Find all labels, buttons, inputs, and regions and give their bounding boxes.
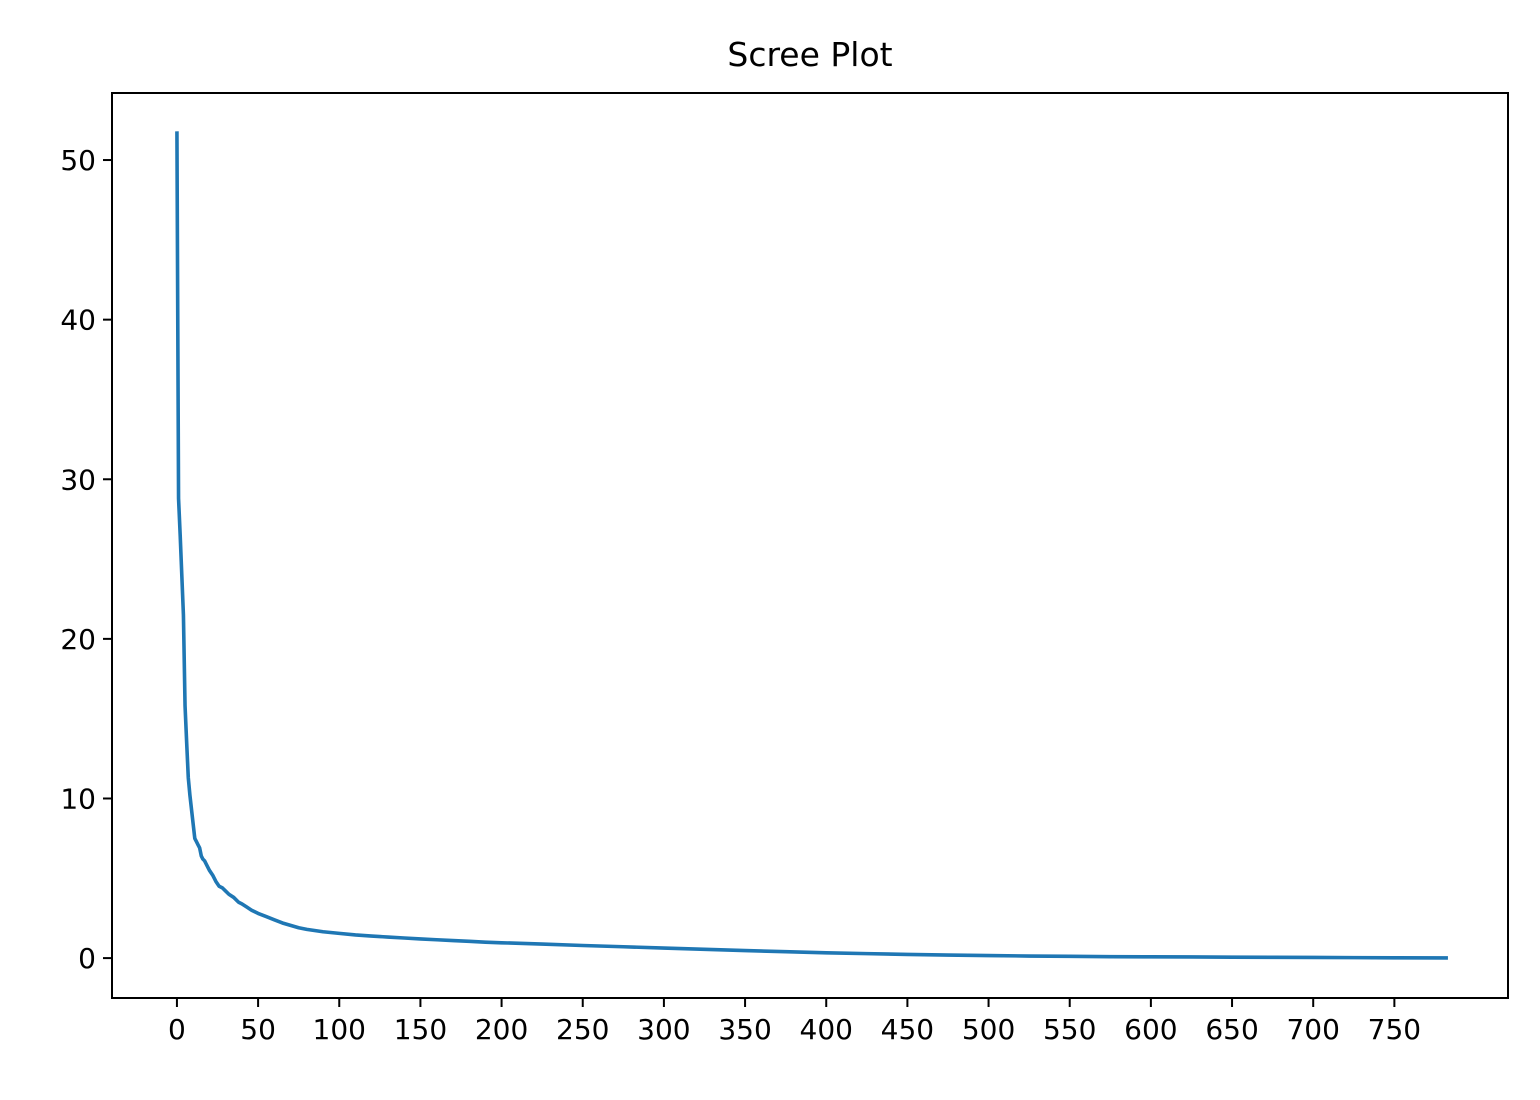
- y-axis: 0 10 20 30 40 50: [60, 144, 112, 975]
- y-tick-label: 20: [60, 623, 96, 656]
- plot-area-frame: [111, 92, 1509, 999]
- x-tick-label: 0: [168, 1013, 186, 1046]
- series-layer: [175, 131, 1448, 960]
- x-tick-label: 200: [475, 1013, 528, 1046]
- x-tick-label: 50: [240, 1013, 276, 1046]
- x-tick-label: 150: [394, 1013, 447, 1046]
- x-tick-label: 750: [1368, 1013, 1421, 1046]
- chart-title: Scree Plot: [727, 35, 892, 74]
- x-tick-label: 600: [1124, 1013, 1177, 1046]
- x-tick-label: 700: [1286, 1013, 1339, 1046]
- x-tick-label: 350: [718, 1013, 771, 1046]
- y-tick-label: 30: [60, 463, 96, 496]
- x-tick-label: 550: [1043, 1013, 1096, 1046]
- y-tick-label: 40: [60, 304, 96, 337]
- x-tick-label: 100: [313, 1013, 366, 1046]
- series-line-0: [175, 131, 1448, 960]
- x-axis: 0 50 100 150 200 250 300 350 400 450 500 550 600 650 7…: [168, 998, 1421, 1046]
- x-tick-label: 300: [637, 1013, 690, 1046]
- x-tick-label: 500: [962, 1013, 1015, 1046]
- y-tick-label: 10: [60, 782, 96, 815]
- y-tick-label: 50: [60, 144, 96, 177]
- x-tick-label: 250: [556, 1013, 609, 1046]
- y-tick-label: 0: [78, 942, 96, 975]
- x-tick-label: 400: [800, 1013, 853, 1046]
- x-tick-label: 650: [1205, 1013, 1258, 1046]
- x-tick-label: 450: [881, 1013, 934, 1046]
